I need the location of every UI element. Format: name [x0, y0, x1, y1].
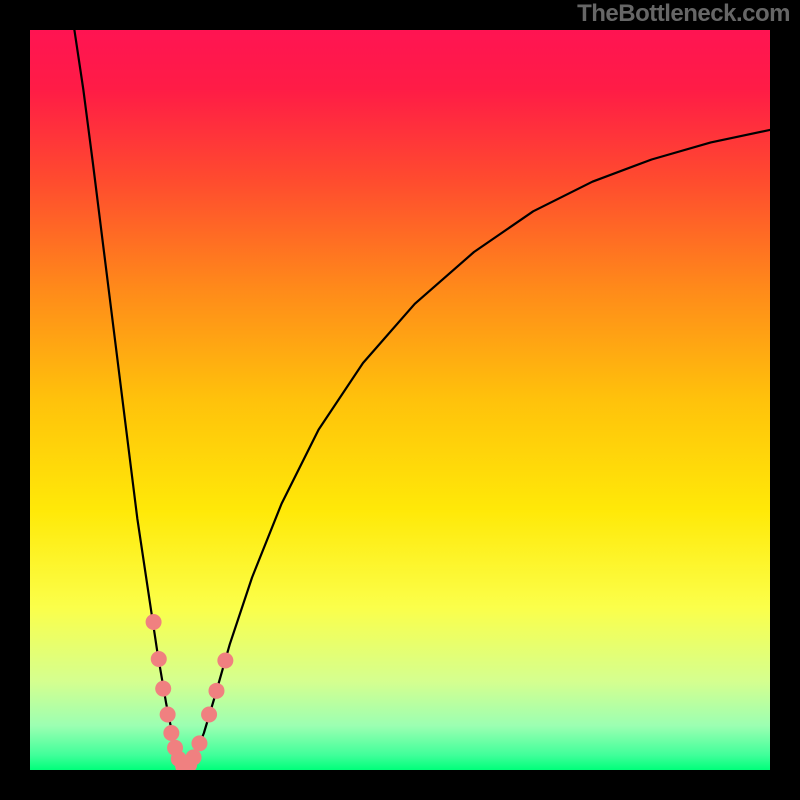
- data-marker: [186, 749, 202, 765]
- curve-left-branch: [74, 30, 184, 769]
- figure-frame: TheBottleneck.com: [0, 0, 800, 800]
- marker-group: [146, 614, 234, 770]
- data-marker: [151, 651, 167, 667]
- data-marker: [217, 652, 233, 668]
- data-marker: [191, 735, 207, 751]
- data-marker: [208, 683, 224, 699]
- chart-overlay-svg: [30, 30, 770, 770]
- data-marker: [146, 614, 162, 630]
- data-marker: [160, 707, 176, 723]
- data-marker: [201, 707, 217, 723]
- data-marker: [163, 725, 179, 741]
- curve-right-branch: [185, 130, 770, 769]
- data-marker: [155, 681, 171, 697]
- watermark-text: TheBottleneck.com: [577, 0, 790, 28]
- plot-area: [30, 30, 770, 770]
